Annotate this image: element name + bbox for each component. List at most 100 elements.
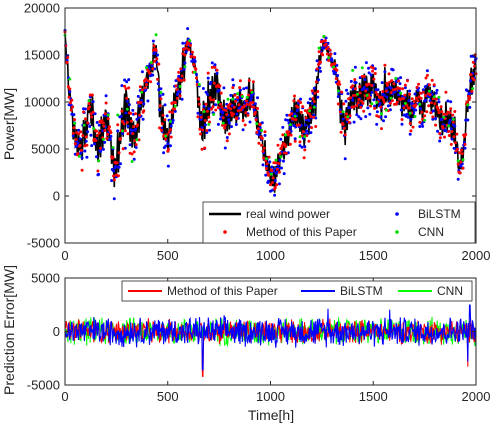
bilstm-point [353, 65, 357, 69]
bilstm-point [171, 118, 175, 122]
method-point [460, 152, 464, 156]
method-point [195, 76, 198, 80]
method-point [264, 167, 268, 170]
bilstm-point [101, 147, 105, 151]
method-point [105, 137, 109, 140]
method-point [338, 110, 342, 114]
bilstm-point [89, 133, 93, 137]
method-point [91, 110, 95, 114]
bilstm-point [312, 86, 316, 90]
method-point [388, 80, 392, 84]
bilstm-point [253, 102, 257, 106]
cnn-point [188, 39, 192, 43]
bilstm-point [238, 88, 242, 92]
method-point [85, 143, 89, 147]
method-point [455, 132, 459, 136]
method-point [232, 105, 236, 109]
method-point [389, 91, 393, 94]
method-point [296, 105, 300, 109]
method-point [86, 121, 90, 125]
method-point [161, 113, 165, 117]
method-point [353, 78, 357, 82]
method-point [297, 99, 301, 103]
method-point [139, 101, 143, 105]
method-point [79, 130, 83, 134]
method-point [66, 56, 70, 59]
method-point [257, 141, 261, 145]
method-point [471, 60, 475, 64]
method-point [436, 108, 440, 112]
method-point [211, 105, 215, 109]
method-point [102, 124, 106, 128]
bilstm-point [435, 88, 439, 92]
bilstm-point [213, 63, 217, 67]
bilstm-point [376, 88, 380, 92]
method-point [473, 64, 477, 68]
bilstm-point [123, 78, 127, 82]
cnn-point [451, 117, 455, 121]
power-y-tick-label: 5000 [31, 142, 60, 157]
method-point [351, 94, 355, 97]
bilstm-point [270, 165, 274, 169]
bilstm-point [368, 112, 372, 116]
method-point [213, 65, 217, 69]
bilstm-point [319, 69, 322, 73]
bilstm-point [281, 125, 285, 129]
method-point [116, 174, 120, 178]
method-point [288, 142, 292, 146]
bilstm-point [95, 155, 98, 159]
cnn-point [121, 129, 124, 133]
method-point [175, 88, 179, 92]
method-point [143, 86, 147, 90]
method-point [101, 121, 105, 125]
method-point [417, 82, 420, 86]
cnn-point [169, 120, 172, 123]
cnn-point [303, 135, 307, 139]
method-point [243, 104, 246, 108]
method-point [430, 78, 434, 82]
method-point [288, 113, 292, 117]
bilstm-point [119, 162, 122, 166]
bilstm-point [206, 76, 210, 80]
method-point [452, 135, 456, 139]
method-point [432, 83, 436, 87]
method-point [281, 133, 285, 137]
bilstm-point [166, 142, 170, 146]
method-point [434, 123, 438, 127]
method-point [301, 105, 305, 109]
method-point [160, 128, 164, 132]
cnn-point [226, 97, 230, 101]
method-point [341, 122, 345, 126]
cnn-point [447, 124, 451, 128]
bilstm-point [466, 118, 470, 122]
method-point [163, 118, 167, 122]
cnn-point [322, 34, 326, 38]
bilstm-point [336, 95, 340, 99]
method-point [340, 90, 344, 94]
method-point [171, 111, 174, 114]
bilstm-point [280, 166, 283, 170]
method-point [236, 109, 240, 113]
method-point [175, 96, 179, 100]
method-point [271, 181, 275, 184]
power-x-tick-label: 1500 [359, 248, 388, 263]
bilstm-point [364, 115, 368, 119]
error-axis-label: Prediction Error[MW] [1, 265, 17, 395]
method-point [289, 133, 293, 137]
method-point [423, 114, 427, 118]
method-point [153, 59, 157, 63]
method-point [158, 104, 162, 108]
bilstm-point [467, 91, 471, 95]
method-point [342, 102, 346, 106]
method-point [252, 105, 256, 109]
method-point [229, 107, 233, 111]
method-point [73, 118, 77, 122]
method-point [184, 46, 188, 50]
method-point [138, 85, 142, 89]
method-point [245, 99, 248, 103]
cnn-point [77, 154, 81, 158]
bilstm-point [398, 82, 402, 86]
method-point [251, 100, 255, 104]
bilstm-point [235, 112, 239, 116]
cnn-points [63, 33, 475, 176]
